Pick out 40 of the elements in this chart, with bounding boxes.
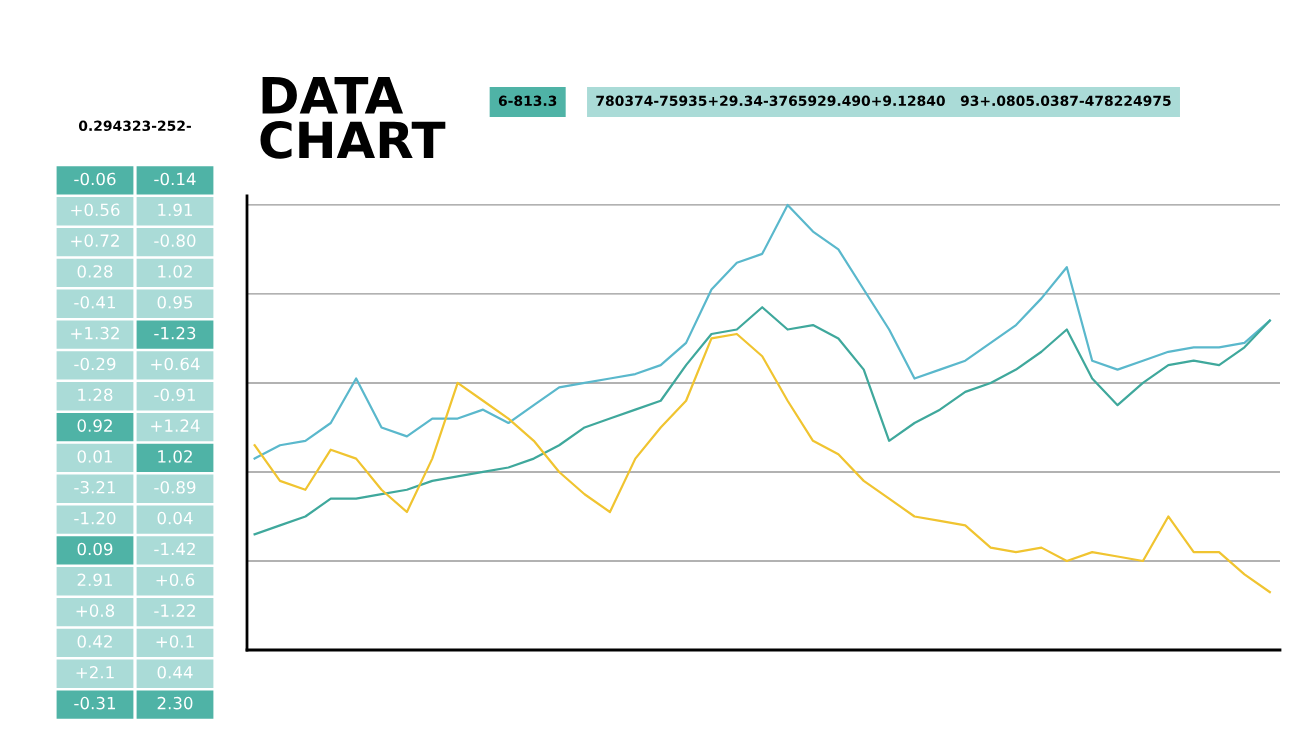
- chart-title: DATA CHART: [260, 77, 446, 159]
- text: -3.21: [74, 480, 116, 494]
- text: +1.24: [151, 419, 200, 432]
- text: -0.89: [154, 480, 196, 494]
- text: -0.14: [154, 172, 196, 186]
- text: 1.91: [158, 203, 193, 217]
- text: +0.64: [151, 357, 200, 371]
- text: 0.09: [77, 542, 113, 556]
- text: -1.22: [154, 604, 195, 617]
- text: 0.44: [157, 665, 193, 679]
- text: -1.42: [154, 542, 195, 556]
- text: 0.42: [77, 635, 112, 648]
- text: 0.28: [77, 265, 113, 278]
- text: 2.30: [157, 696, 193, 710]
- text: +0.6: [156, 573, 195, 587]
- text: -0.41: [74, 295, 116, 309]
- text: 780374-75935+29.34-3765929.490+9.12840 93+.0805.0387-478224975: [596, 95, 1171, 107]
- text: -0.31: [74, 696, 116, 710]
- text: 1.28: [78, 388, 113, 402]
- text: 2.91: [77, 573, 113, 587]
- text: -0.91: [154, 388, 196, 402]
- text: +2.1: [76, 665, 114, 679]
- text: 1.02: [158, 450, 192, 463]
- text: 0.95: [157, 295, 193, 309]
- text: 1.02: [158, 265, 192, 278]
- text: -1.20: [74, 511, 116, 525]
- text: 0.92: [77, 419, 112, 432]
- text: +0.56: [71, 203, 120, 217]
- text: 6-813.3: [498, 95, 557, 107]
- text: 0.294323-252-: [78, 120, 191, 132]
- text: +0.72: [71, 234, 119, 247]
- text: 0.04: [157, 511, 193, 525]
- text: -1.23: [154, 326, 196, 340]
- text: +0.8: [76, 604, 115, 617]
- text: +1.32: [71, 326, 119, 340]
- text: +0.1: [156, 635, 194, 648]
- text: -0.80: [154, 234, 196, 247]
- text: -0.06: [74, 172, 116, 186]
- text: -0.29: [74, 357, 116, 371]
- text: 0.01: [77, 450, 113, 463]
